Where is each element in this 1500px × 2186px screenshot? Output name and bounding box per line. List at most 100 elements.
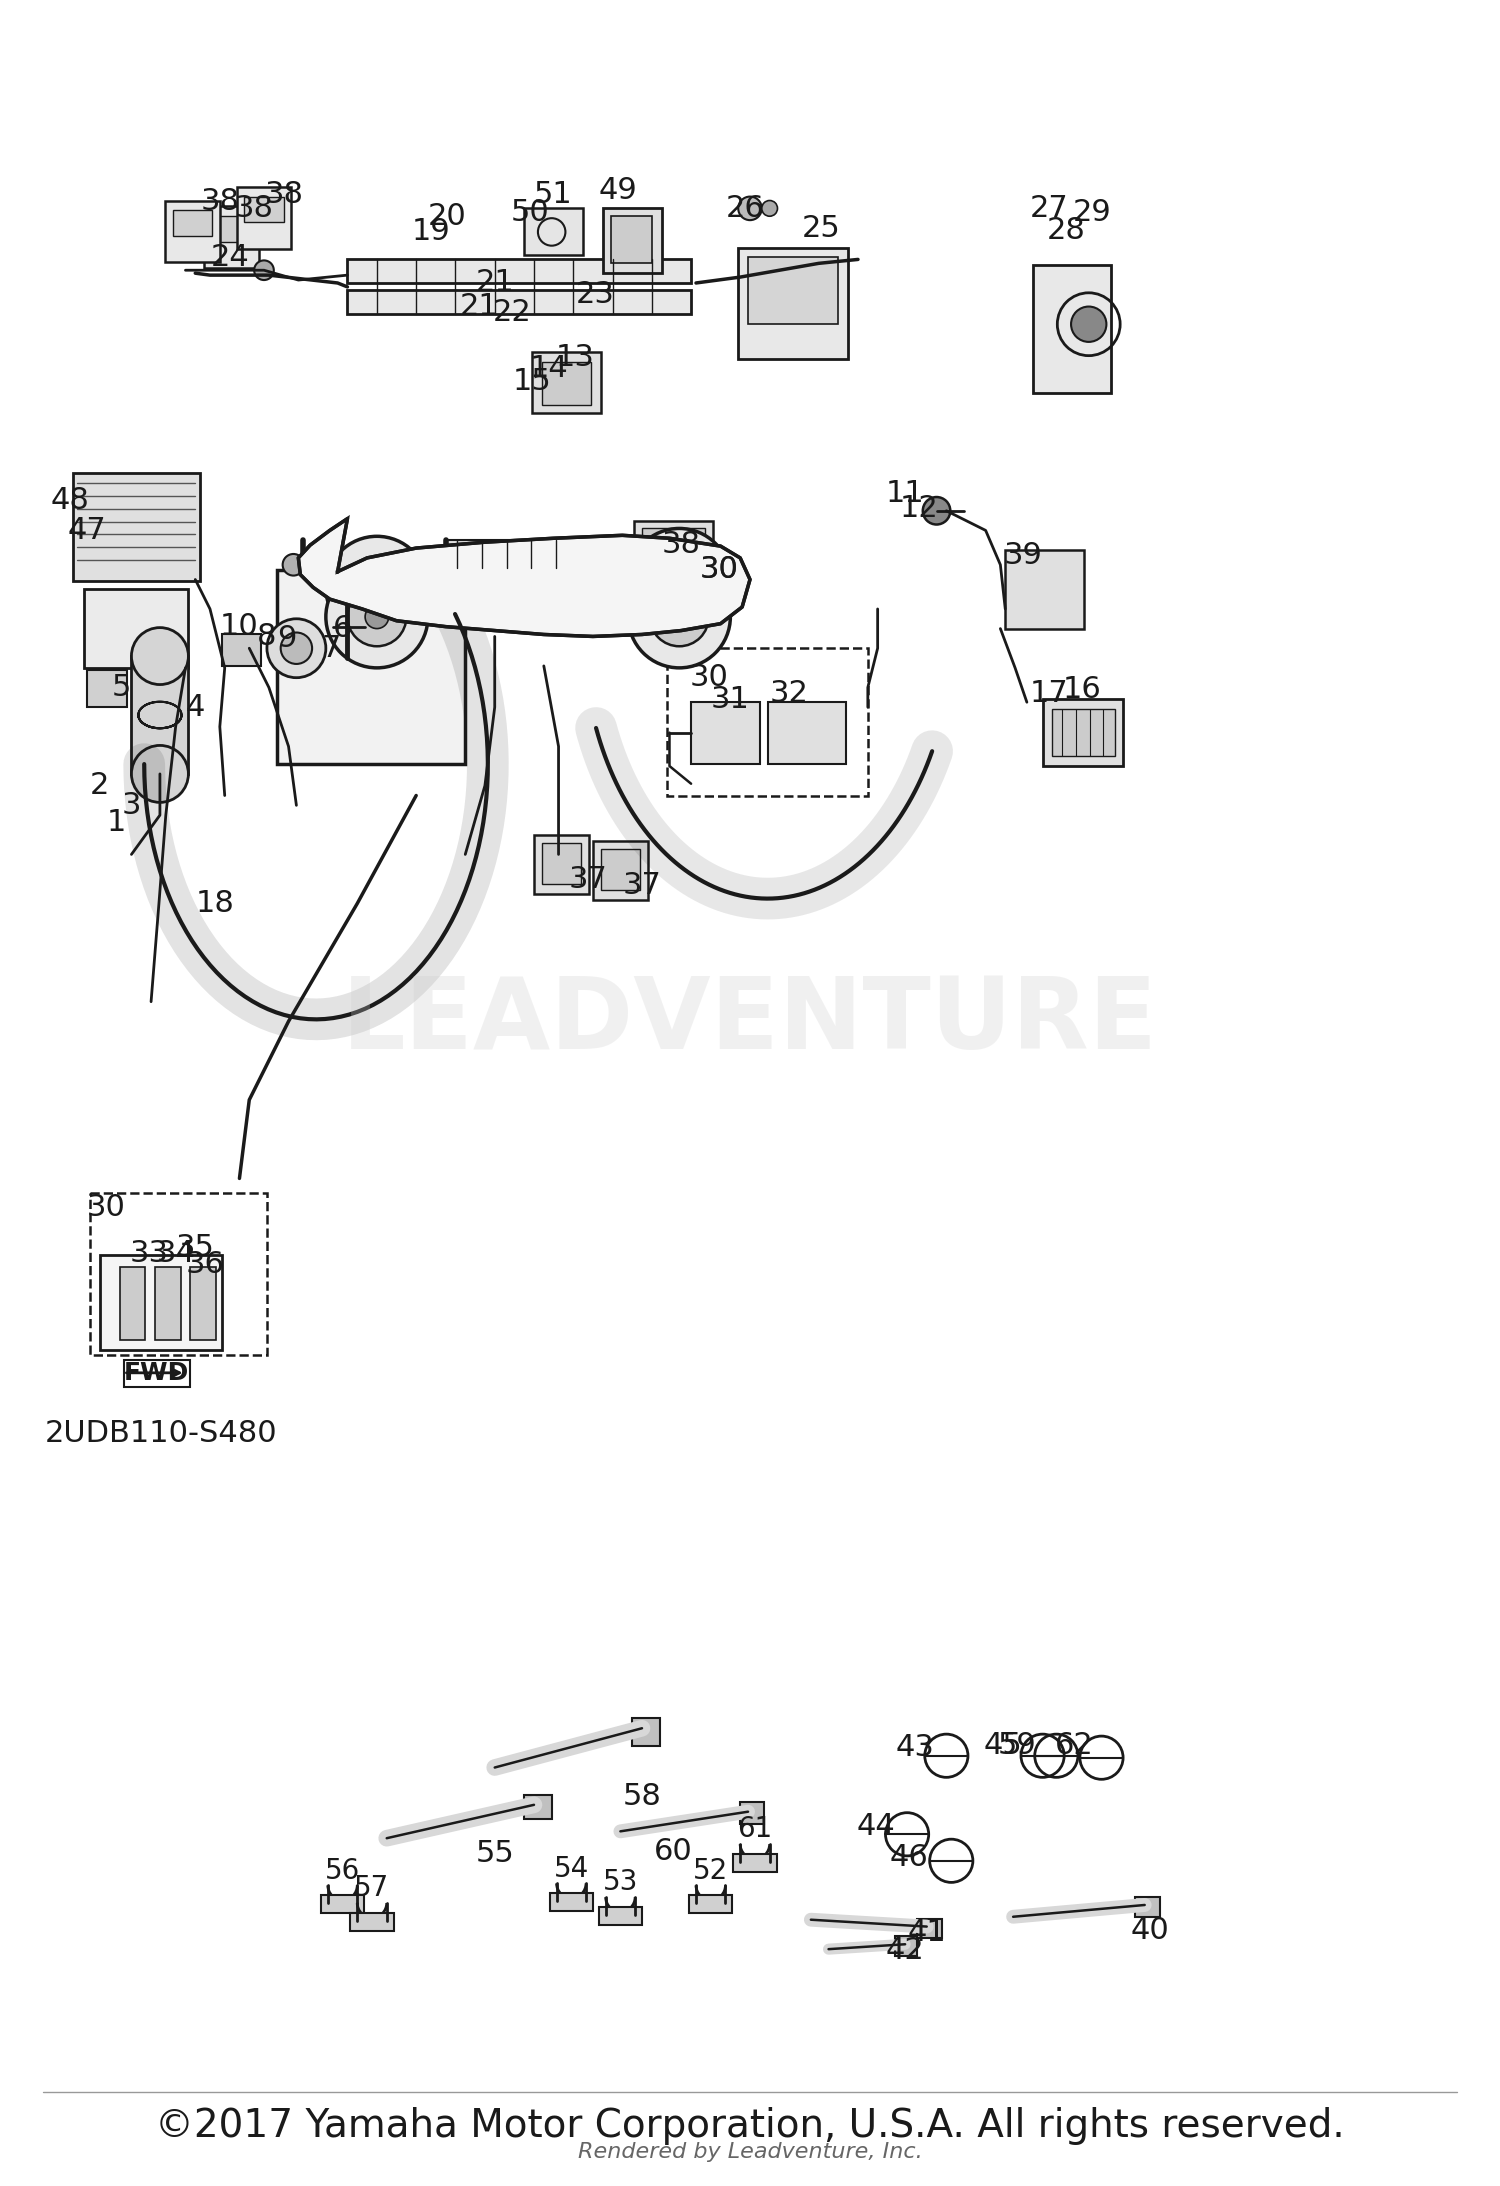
Text: 6: 6	[333, 614, 352, 643]
Text: 54: 54	[554, 1854, 590, 1882]
Text: 39: 39	[1004, 542, 1042, 571]
Circle shape	[628, 529, 730, 630]
Bar	[72, 474, 200, 581]
Bar	[120, 1266, 146, 1340]
Text: 34: 34	[156, 1239, 195, 1268]
Bar	[740, 1801, 764, 1825]
Text: 57: 57	[354, 1873, 390, 1902]
Bar	[532, 352, 602, 413]
Text: 38: 38	[662, 529, 700, 560]
Text: 30: 30	[699, 555, 738, 584]
Text: 24: 24	[210, 243, 249, 271]
Text: 2: 2	[90, 772, 108, 800]
Bar	[278, 571, 465, 765]
Circle shape	[132, 745, 189, 802]
Bar	[542, 842, 580, 883]
Bar	[916, 1919, 942, 1939]
Circle shape	[348, 557, 406, 616]
Bar	[190, 1266, 216, 1340]
Circle shape	[738, 197, 762, 221]
Bar	[1136, 1897, 1161, 1917]
Polygon shape	[298, 518, 750, 636]
Bar	[549, 1893, 592, 1911]
Bar	[222, 634, 261, 667]
Text: 30: 30	[690, 662, 728, 693]
Bar	[634, 520, 712, 590]
Circle shape	[1071, 306, 1107, 341]
Text: 43: 43	[896, 1733, 934, 1762]
Text: 35: 35	[176, 1233, 214, 1261]
Text: 9: 9	[278, 623, 297, 654]
Bar	[244, 197, 284, 223]
Text: 15: 15	[513, 367, 552, 396]
Bar	[592, 842, 648, 901]
Bar	[321, 1895, 364, 1913]
Circle shape	[348, 588, 406, 647]
Circle shape	[312, 553, 333, 575]
Text: 11: 11	[886, 479, 924, 507]
Text: 38: 38	[201, 188, 240, 216]
Circle shape	[364, 575, 388, 599]
Bar	[632, 1718, 660, 1747]
Bar	[351, 1913, 393, 1930]
Text: 3: 3	[122, 791, 141, 820]
Circle shape	[762, 201, 777, 216]
Text: 22: 22	[494, 297, 532, 328]
Text: ©2017 Yamaha Motor Corporation, U.S.A. All rights reserved.: ©2017 Yamaha Motor Corporation, U.S.A. A…	[154, 2107, 1346, 2144]
Circle shape	[132, 627, 189, 684]
Bar	[165, 201, 220, 262]
Text: 38: 38	[234, 195, 273, 223]
Circle shape	[668, 568, 692, 590]
Text: 60: 60	[654, 1838, 693, 1867]
Text: 37: 37	[568, 866, 608, 894]
Text: 46: 46	[890, 1843, 928, 1873]
Bar	[446, 540, 584, 568]
Text: 50: 50	[510, 197, 549, 227]
Text: 19: 19	[411, 216, 450, 247]
Bar	[1005, 551, 1084, 630]
Text: 53: 53	[603, 1869, 638, 1897]
Text: FWD: FWD	[123, 1362, 189, 1384]
Bar	[542, 361, 591, 404]
Bar	[610, 216, 652, 262]
Circle shape	[326, 536, 428, 638]
Circle shape	[267, 619, 326, 678]
Text: 28: 28	[1047, 216, 1086, 245]
Bar	[603, 208, 662, 273]
Bar	[154, 1266, 180, 1340]
Text: 27: 27	[1030, 195, 1069, 223]
Text: 29: 29	[1072, 197, 1112, 227]
Text: 48: 48	[50, 487, 88, 516]
Bar	[84, 590, 189, 669]
Bar	[734, 1854, 777, 1871]
Bar	[1034, 265, 1112, 393]
Bar	[100, 1255, 222, 1351]
Bar	[524, 1795, 552, 1819]
Text: 25: 25	[801, 214, 840, 243]
Text: 21: 21	[459, 293, 498, 321]
Text: LEADVENTURE: LEADVENTURE	[342, 973, 1158, 1069]
Text: 21: 21	[476, 269, 514, 297]
Text: 44: 44	[856, 1812, 895, 1841]
Text: 5: 5	[112, 673, 132, 702]
Text: 7: 7	[321, 634, 340, 662]
Bar	[123, 1360, 190, 1386]
Text: 2UDB110-S480: 2UDB110-S480	[45, 1419, 278, 1447]
Text: 58: 58	[622, 1782, 662, 1812]
Circle shape	[430, 553, 451, 575]
Bar	[1053, 708, 1114, 756]
Text: 31: 31	[711, 684, 750, 715]
Bar	[748, 258, 839, 324]
Text: Rendered by Leadventure, Inc.: Rendered by Leadventure, Inc.	[578, 2142, 922, 2162]
Bar	[348, 291, 692, 315]
Bar	[237, 186, 291, 249]
Text: 32: 32	[770, 680, 808, 708]
Text: 40: 40	[1130, 1915, 1168, 1946]
Circle shape	[364, 606, 388, 630]
Bar	[524, 208, 584, 256]
Text: 59: 59	[998, 1731, 1036, 1760]
Circle shape	[326, 566, 428, 669]
Text: 23: 23	[576, 280, 615, 308]
Bar	[1042, 700, 1124, 765]
Text: 38: 38	[264, 179, 303, 210]
